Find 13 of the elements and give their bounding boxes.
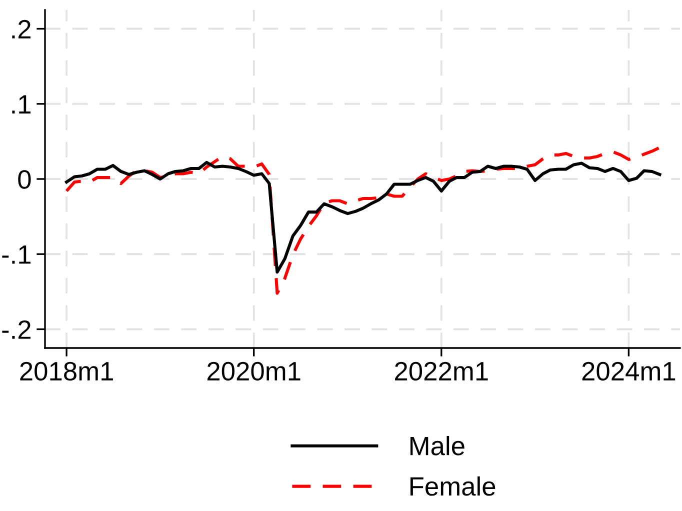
y-tick-label: 0 xyxy=(18,170,31,189)
line-series xyxy=(65,146,662,295)
line-series xyxy=(65,160,662,274)
x-tick-label: 2022m1 xyxy=(395,362,488,381)
y-tick-label: .1 xyxy=(12,95,31,114)
y-tick-label: .2 xyxy=(12,20,30,38)
legend-label: Male xyxy=(410,436,464,456)
x-tick-label: 2018m1 xyxy=(20,362,113,381)
x-tick-label: 2020m1 xyxy=(207,362,300,381)
y-tick-label: -.1 xyxy=(2,246,31,264)
legend-label: Female xyxy=(410,476,496,496)
x-tick-label: 2024m1 xyxy=(582,362,676,381)
y-tick-label: -.2 xyxy=(2,320,30,339)
